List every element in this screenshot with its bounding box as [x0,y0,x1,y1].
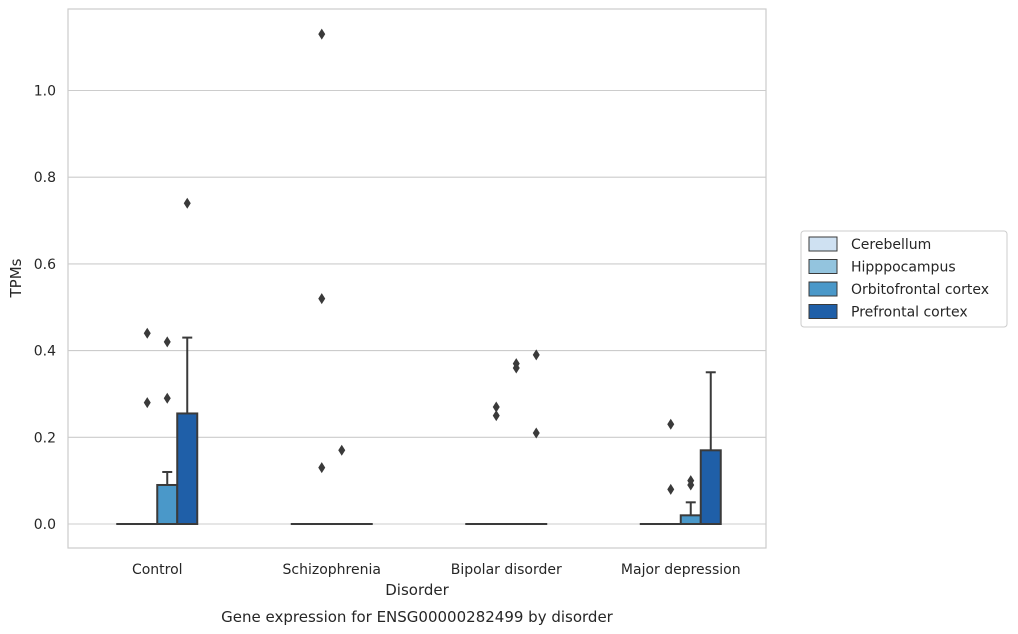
x-axis-ticks: Control Schizophrenia Bipolar disorder Majo… [132,562,741,578]
outlier-point [143,397,151,409]
box-prefrontal-cortex [525,349,548,526]
x-tick-label: Major depression [621,562,741,578]
box-prefrontal-cortex [699,371,722,525]
legend: Cerebellum Hipppocampus Orbitofrontal cort… [800,230,1008,328]
outlier-point [163,336,171,348]
y-axis-label: TPMs [7,258,25,298]
x-tick-label: Bipolar disorder [451,562,562,578]
box-prefrontal-cortex [176,197,199,525]
outlier-point [318,462,326,474]
box-orbitofrontal-cortex [679,475,702,526]
legend-frame [800,230,1008,328]
grid [68,89,766,525]
outlier-point [532,427,540,439]
outlier-point [492,410,500,422]
box-hipppocampus [659,418,682,526]
y-tick-label: 0.6 [34,257,56,273]
box-hipppocampus [310,28,333,526]
y-tick-label: 0.0 [34,517,56,533]
outlier-point [667,483,675,495]
box-orbitofrontal-cortex [330,444,353,526]
outlier-point [667,418,675,430]
chart-caption: Gene expression for ENSG00000282499 by d… [221,608,614,626]
x-axis-label: Disorder [385,581,449,599]
outlier-point [163,392,171,404]
y-tick-label: 0.8 [34,170,56,186]
box [699,449,722,525]
y-tick-label: 0.2 [34,430,56,446]
outlier-point [338,444,346,456]
outlier-point [318,293,326,305]
legend-swatch [808,259,838,274]
plot-frame [67,8,767,549]
outlier-point [183,197,191,209]
legend-label: Hipppocampus [851,260,956,276]
box [176,412,199,525]
box-hipppocampus [136,327,159,526]
box-hipppocampus [485,401,508,526]
box-orbitofrontal-cortex [156,336,179,525]
box [679,514,702,526]
y-tick-label: 1.0 [34,84,56,100]
legend-label: Prefrontal cortex [851,305,968,321]
legend-label: Cerebellum [851,237,931,253]
legend-swatch [808,236,838,252]
outlier-point [532,349,540,361]
legend-label: Orbitofrontal cortex [851,282,989,298]
y-axis-ticks: 0.0 0.2 0.4 0.6 0.8 1.0 [34,84,56,534]
outlier-point [687,475,695,487]
y-tick-label: 0.4 [34,344,56,360]
box [156,483,179,525]
legend-swatch [808,304,838,319]
box-plot-area [116,28,722,526]
outlier-point [492,401,500,413]
outlier-point [512,358,520,370]
outlier-point [143,327,151,339]
box-orbitofrontal-cortex [505,358,528,526]
x-tick-label: Schizophrenia [283,562,381,578]
legend-swatch [808,281,838,297]
outlier-point [318,28,326,40]
x-tick-label: Control [132,562,183,578]
